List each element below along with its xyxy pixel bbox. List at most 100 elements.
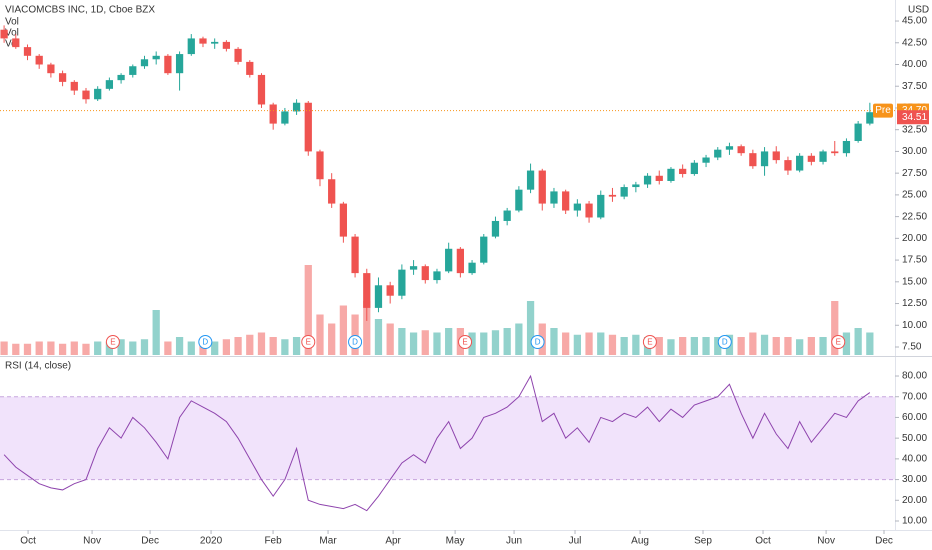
volume-bar: [526, 301, 535, 355]
rsi-tick-label: 50.00: [902, 433, 927, 444]
candle-body: [819, 151, 827, 162]
volume-bar: [187, 341, 195, 355]
rsi-line: [3, 374, 871, 512]
volume-bar: [679, 337, 687, 355]
candle-body: [363, 273, 371, 308]
volume-bar: [433, 332, 441, 355]
rsi-tick-label: 60.00: [902, 412, 927, 423]
candle-body: [632, 184, 640, 188]
event-label: D: [352, 338, 358, 347]
y-tick-label: 37.50: [902, 81, 927, 92]
candle-body: [152, 55, 160, 60]
y-tick-label: 20.00: [902, 233, 927, 244]
volume-bar: [386, 323, 394, 355]
candle-body: [23, 47, 32, 56]
volume-bar: [316, 314, 324, 355]
volume-bar: [480, 332, 488, 355]
candle-body: [702, 157, 710, 163]
volume-bar: [842, 332, 851, 355]
volume-bar: [82, 343, 90, 355]
last-price-box: [897, 110, 929, 125]
volume-bar: [304, 265, 312, 355]
candle-body: [316, 151, 324, 180]
volume-bar: [503, 328, 511, 355]
volume-bar: [409, 332, 418, 355]
volume-bar: [772, 337, 780, 355]
y-tick-label: 7.50: [902, 342, 922, 353]
volume-bar: [94, 341, 102, 355]
volume-bar: [667, 339, 675, 355]
x-tick-label: May: [446, 536, 465, 547]
indicator-label: Vol: [5, 28, 19, 39]
x-tick-label: Apr: [385, 536, 401, 547]
y-tick-label: 12.50: [902, 298, 927, 309]
volume-bar: [550, 328, 558, 355]
x-tick-label: Mar: [319, 536, 337, 547]
x-tick-label: Dec: [875, 536, 893, 547]
candle-body: [409, 266, 418, 270]
volume-bar: [714, 337, 722, 355]
candle-body: [129, 66, 137, 75]
candle-body: [643, 175, 652, 185]
rsi-tick-label: 30.00: [902, 474, 927, 485]
volume-bar: [234, 337, 242, 355]
volume-bar: [129, 341, 137, 355]
candle-body: [199, 38, 207, 44]
y-tick-label: 10.00: [902, 320, 927, 331]
candle-body: [737, 146, 745, 154]
rsi-tick-label: 20.00: [902, 495, 927, 506]
candle-body: [433, 271, 441, 281]
y-tick-label: 25.00: [902, 190, 927, 201]
candle-body: [398, 269, 406, 296]
volume-bar: [222, 339, 231, 355]
volume-bar: [597, 332, 605, 355]
volume-bar: [608, 334, 617, 355]
volume-bar: [164, 341, 172, 355]
candle-body: [12, 38, 20, 48]
volume-bar: [655, 337, 663, 355]
volume-bar: [328, 323, 336, 355]
pre-label-box: [873, 103, 893, 118]
candle-body: [234, 48, 242, 62]
volume-bar: [807, 337, 815, 355]
chart-title: VIACOMCBS INC, 1D, Cboe BZX: [5, 5, 155, 16]
volume-bar: [749, 332, 757, 355]
candle-body: [351, 236, 359, 274]
volume-bar: [292, 337, 301, 355]
candle-body: [866, 112, 874, 124]
x-tick-label: Aug: [631, 536, 649, 547]
volume-bar: [690, 337, 698, 355]
candle-body: [304, 102, 312, 152]
event-marker: [105, 335, 120, 349]
rsi-tick-label: 10.00: [902, 516, 927, 527]
volume-bar: [632, 334, 640, 355]
event-marker: [831, 335, 846, 349]
event-label: D: [202, 338, 208, 347]
event-marker: [348, 335, 363, 349]
volume-bar: [866, 332, 874, 355]
volume-bar: [562, 332, 570, 355]
x-tick-label: Jul: [569, 536, 582, 547]
candle-body: [47, 64, 55, 74]
candle-body: [784, 160, 792, 171]
candle-body: [772, 151, 780, 161]
candle-body: [339, 203, 348, 237]
event-label: E: [462, 338, 467, 347]
x-tick-label: Oct: [20, 536, 36, 547]
candle-body: [468, 262, 476, 274]
volume-bar: [58, 343, 67, 355]
candle-body: [562, 191, 570, 211]
candle-body: [655, 175, 663, 181]
candle-body: [421, 266, 429, 281]
volume-bar: [246, 334, 254, 355]
volume-bar: [12, 343, 20, 355]
candle-body: [35, 55, 43, 65]
candle-body: [82, 90, 90, 100]
candle-body: [585, 203, 593, 218]
volume-bar: [445, 328, 453, 355]
candle-body: [503, 210, 511, 221]
candle-body: [222, 41, 231, 49]
x-tick-label: Jun: [506, 536, 522, 547]
volume-bar: [737, 337, 745, 355]
